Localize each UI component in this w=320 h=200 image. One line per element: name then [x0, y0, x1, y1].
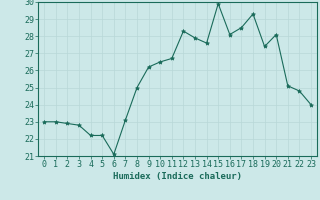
X-axis label: Humidex (Indice chaleur): Humidex (Indice chaleur) [113, 172, 242, 181]
